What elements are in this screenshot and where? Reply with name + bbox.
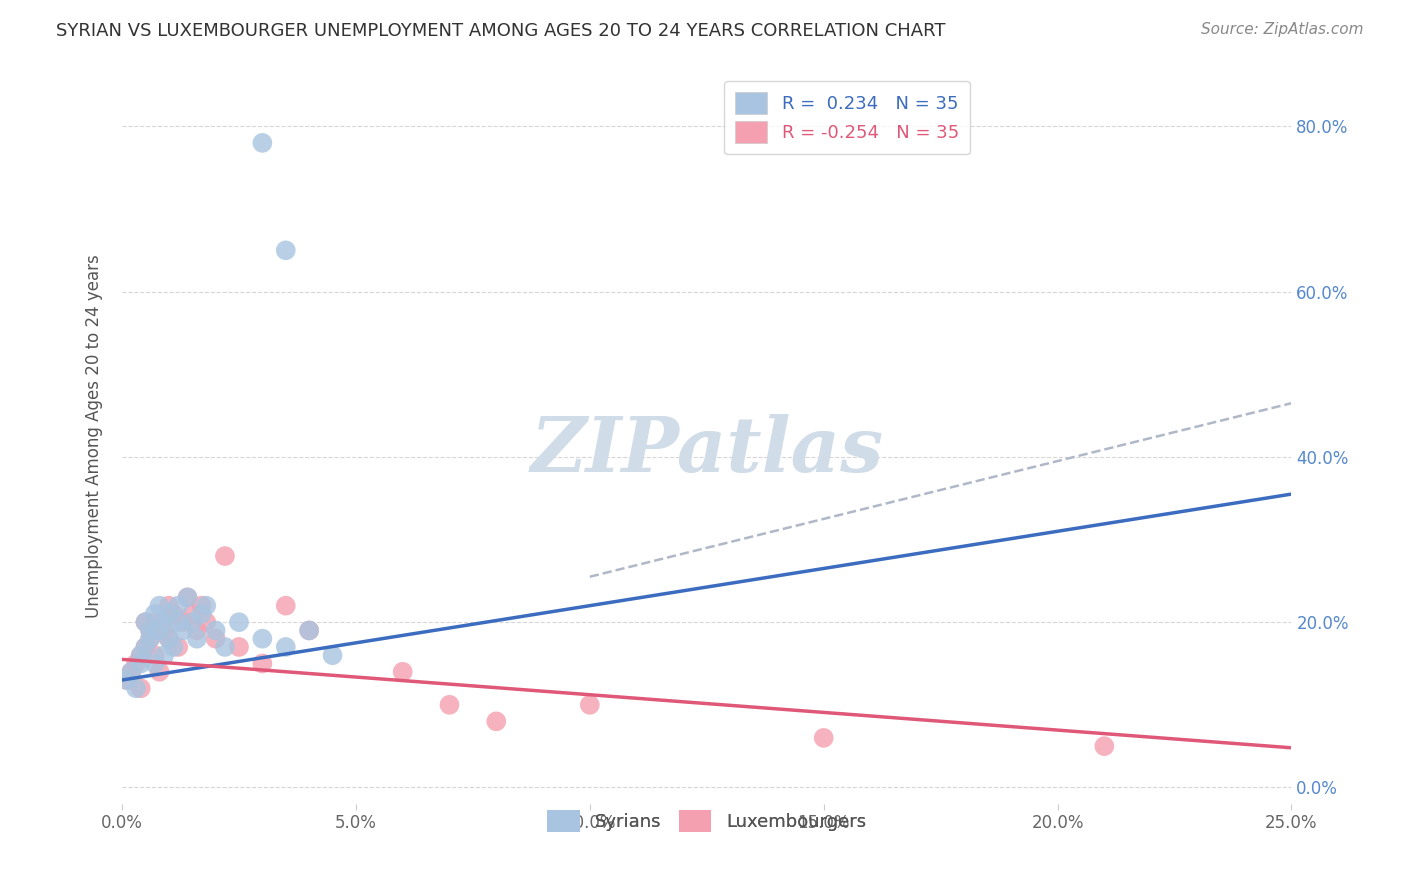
Point: [134, 640, 156, 654]
Point: [252, 136, 274, 150]
Point: [391, 665, 413, 679]
Point: [134, 640, 156, 654]
Point: [274, 244, 297, 258]
Point: [148, 665, 170, 679]
Point: [190, 607, 212, 621]
Point: [129, 657, 152, 671]
Point: [143, 607, 166, 621]
Text: Source: ZipAtlas.com: Source: ZipAtlas.com: [1201, 22, 1364, 37]
Point: [148, 599, 170, 613]
Point: [143, 657, 166, 671]
Point: [322, 648, 344, 663]
Point: [153, 648, 176, 663]
Point: [439, 698, 461, 712]
Point: [157, 607, 180, 621]
Point: [1092, 739, 1115, 753]
Point: [129, 648, 152, 663]
Point: [228, 615, 250, 630]
Point: [195, 615, 218, 630]
Point: [167, 640, 190, 654]
Text: ZIPatlas: ZIPatlas: [530, 414, 883, 488]
Point: [153, 624, 176, 638]
Point: [176, 591, 198, 605]
Point: [214, 640, 236, 654]
Point: [125, 657, 148, 671]
Point: [252, 632, 274, 646]
Point: [228, 640, 250, 654]
Point: [129, 681, 152, 696]
Point: [143, 615, 166, 630]
Point: [115, 673, 138, 687]
Y-axis label: Unemployment Among Ages 20 to 24 years: Unemployment Among Ages 20 to 24 years: [86, 254, 103, 618]
Point: [115, 673, 138, 687]
Point: [190, 599, 212, 613]
Text: SYRIAN VS LUXEMBOURGER UNEMPLOYMENT AMONG AGES 20 TO 24 YEARS CORRELATION CHART: SYRIAN VS LUXEMBOURGER UNEMPLOYMENT AMON…: [56, 22, 946, 40]
Point: [186, 624, 208, 638]
Point: [157, 632, 180, 646]
Point: [252, 657, 274, 671]
Point: [120, 665, 142, 679]
Point: [176, 591, 198, 605]
Point: [139, 632, 162, 646]
Point: [186, 632, 208, 646]
Point: [139, 624, 162, 638]
Point: [274, 599, 297, 613]
Point: [172, 624, 194, 638]
Point: [274, 640, 297, 654]
Point: [167, 599, 190, 613]
Point: [125, 681, 148, 696]
Point: [134, 615, 156, 630]
Point: [153, 615, 176, 630]
Point: [129, 648, 152, 663]
Point: [485, 714, 508, 729]
Point: [157, 599, 180, 613]
Point: [120, 665, 142, 679]
Point: [204, 624, 226, 638]
Point: [139, 624, 162, 638]
Point: [162, 640, 184, 654]
Point: [813, 731, 835, 745]
Point: [157, 632, 180, 646]
Point: [139, 632, 162, 646]
Point: [214, 549, 236, 563]
Point: [172, 615, 194, 630]
Point: [143, 648, 166, 663]
Legend: Syrians, Luxembourgers: Syrians, Luxembourgers: [540, 803, 873, 839]
Point: [298, 624, 321, 638]
Point: [148, 624, 170, 638]
Point: [167, 615, 190, 630]
Point: [298, 624, 321, 638]
Point: [578, 698, 600, 712]
Point: [162, 607, 184, 621]
Point: [181, 607, 204, 621]
Point: [195, 599, 218, 613]
Point: [134, 615, 156, 630]
Point: [181, 615, 204, 630]
Point: [204, 632, 226, 646]
